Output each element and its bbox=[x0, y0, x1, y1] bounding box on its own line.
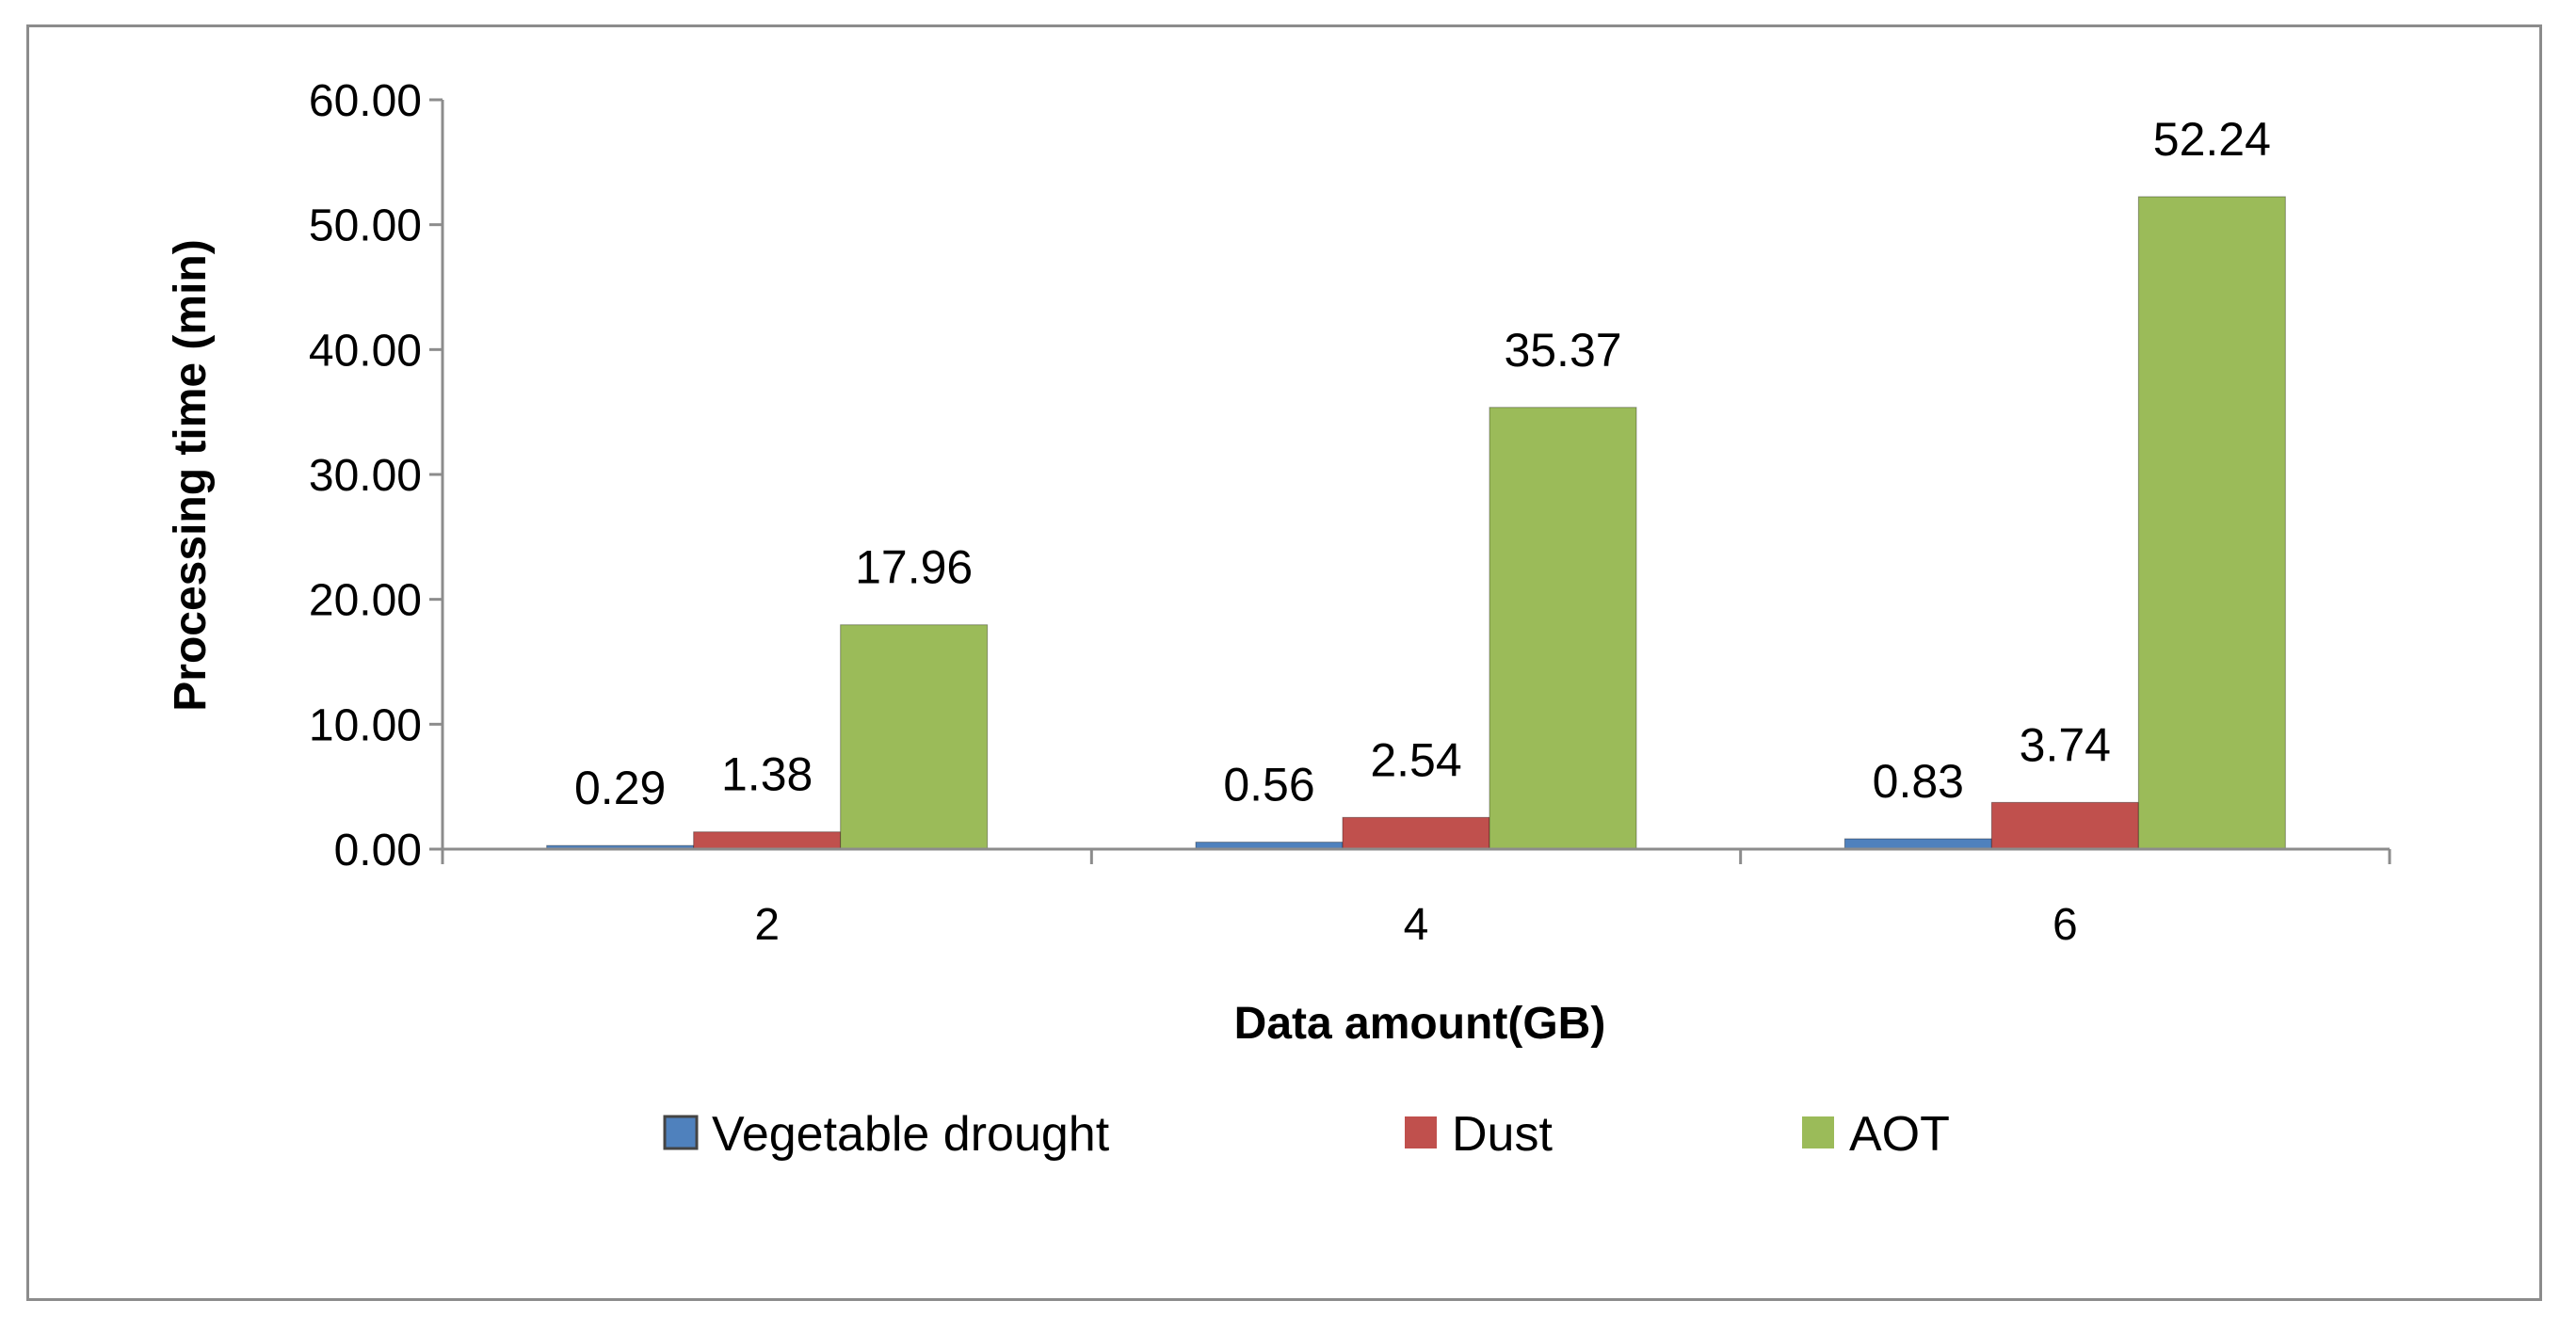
legend-swatch-dust bbox=[1405, 1116, 1437, 1148]
data-label: 0.83 bbox=[1873, 755, 1964, 808]
bar-aot-4 bbox=[1489, 407, 1637, 850]
y-tick-label: 30.00 bbox=[309, 451, 422, 501]
data-label: 3.74 bbox=[2020, 718, 2111, 771]
y-tick-label: 50.00 bbox=[309, 201, 422, 251]
y-axis-ticks: 0.00 10.00 20.00 30.00 40.00 50.00 60.00 bbox=[309, 76, 443, 875]
x-tick-label: 4 bbox=[1404, 900, 1429, 950]
data-label: 35.37 bbox=[1504, 324, 1621, 377]
data-label: 52.24 bbox=[2153, 113, 2271, 166]
data-label: 1.38 bbox=[721, 748, 813, 801]
chart-frame bbox=[26, 24, 2542, 1301]
y-axis-title: Processing time (min) bbox=[166, 239, 216, 711]
axes bbox=[441, 100, 2390, 851]
legend-label: Vegetable drought bbox=[712, 1107, 1110, 1162]
y-tick-label: 0.00 bbox=[334, 826, 422, 875]
legend: Vegetable drought Dust AOT bbox=[663, 1107, 1950, 1162]
y-tick-label: 40.00 bbox=[309, 326, 422, 376]
y-tick-label: 10.00 bbox=[309, 700, 422, 750]
bar-aot-2 bbox=[840, 624, 989, 850]
bar-vegetable-drought-6 bbox=[1843, 838, 1992, 850]
x-axis-ticks: 2 4 6 bbox=[441, 849, 2391, 950]
x-axis-title: Data amount(GB) bbox=[1234, 999, 1606, 1049]
data-labels: 0.29 1.38 17.96 0.56 2.54 35.37 0.83 3.74 52.24 bbox=[574, 113, 2271, 814]
data-label: 17.96 bbox=[855, 541, 973, 594]
legend-swatch-vegetable-drought bbox=[663, 1115, 699, 1150]
y-tick-label: 60.00 bbox=[309, 76, 422, 126]
x-tick-label: 6 bbox=[2053, 900, 2078, 950]
y-tick-label: 20.00 bbox=[309, 576, 422, 626]
bar-dust-4 bbox=[1342, 816, 1490, 850]
data-label: 0.29 bbox=[574, 762, 666, 814]
data-label: 0.56 bbox=[1223, 759, 1314, 811]
bar-dust-2 bbox=[693, 831, 842, 850]
bar-dust-6 bbox=[1990, 801, 2139, 850]
bars bbox=[546, 196, 2286, 850]
x-tick-label: 2 bbox=[754, 900, 780, 950]
bar-aot-6 bbox=[2137, 196, 2286, 850]
data-label: 2.54 bbox=[1370, 733, 1461, 786]
legend-label: Dust bbox=[1452, 1107, 1553, 1162]
legend-swatch-aot bbox=[1802, 1116, 1834, 1148]
legend-label: AOT bbox=[1849, 1107, 1950, 1162]
